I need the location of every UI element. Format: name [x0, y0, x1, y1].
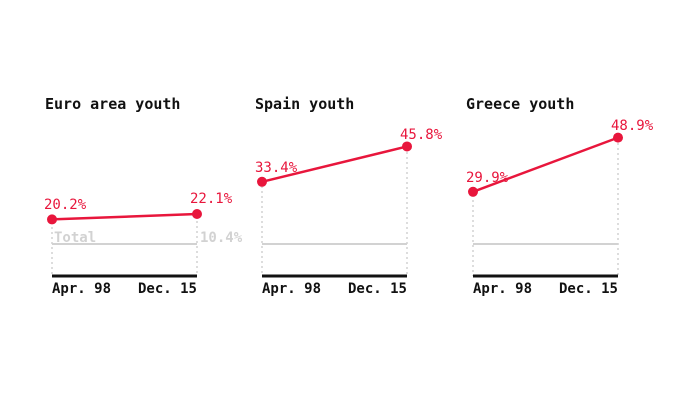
- data-point-end: [402, 141, 412, 152]
- panel-title: Spain youth: [255, 95, 354, 113]
- panel-euro-area-youth: Euro area youth Total 10.4% 20.2% 22.1% …: [44, 95, 243, 297]
- data-label-end: 48.9%: [611, 118, 654, 134]
- data-label-start: 33.4%: [255, 160, 298, 176]
- series-line: [472, 136, 619, 193]
- data-point-end: [613, 132, 623, 143]
- data-label-end: 22.1%: [190, 191, 233, 207]
- total-series-label: Total: [54, 230, 96, 246]
- data-point-start: [47, 214, 57, 225]
- tick-label-end: Dec. 15: [348, 281, 407, 297]
- series-line: [261, 145, 408, 184]
- panel-title: Euro area youth: [45, 95, 180, 113]
- panel-spain-youth: Spain youth 33.4% 45.8% Apr. 98 Dec. 15: [255, 95, 443, 297]
- panel-title: Greece youth: [466, 95, 574, 113]
- data-label-start: 29.9%: [466, 170, 509, 186]
- tick-label-end: Dec. 15: [559, 281, 618, 297]
- tick-label-start: Apr. 98: [262, 281, 321, 297]
- series-line: [51, 212, 198, 221]
- tick-label-start: Apr. 98: [473, 281, 532, 297]
- data-label-end: 45.8%: [400, 127, 443, 143]
- data-point-start: [468, 186, 478, 197]
- total-value-label: 10.4%: [200, 230, 243, 246]
- data-point-end: [192, 209, 202, 220]
- panel-greece-youth: Greece youth 29.9% 48.9% Apr. 98 Dec. 15: [466, 95, 654, 297]
- data-point-start: [257, 176, 267, 187]
- tick-label-start: Apr. 98: [52, 281, 111, 297]
- tick-label-end: Dec. 15: [138, 281, 197, 297]
- data-label-start: 20.2%: [44, 197, 87, 213]
